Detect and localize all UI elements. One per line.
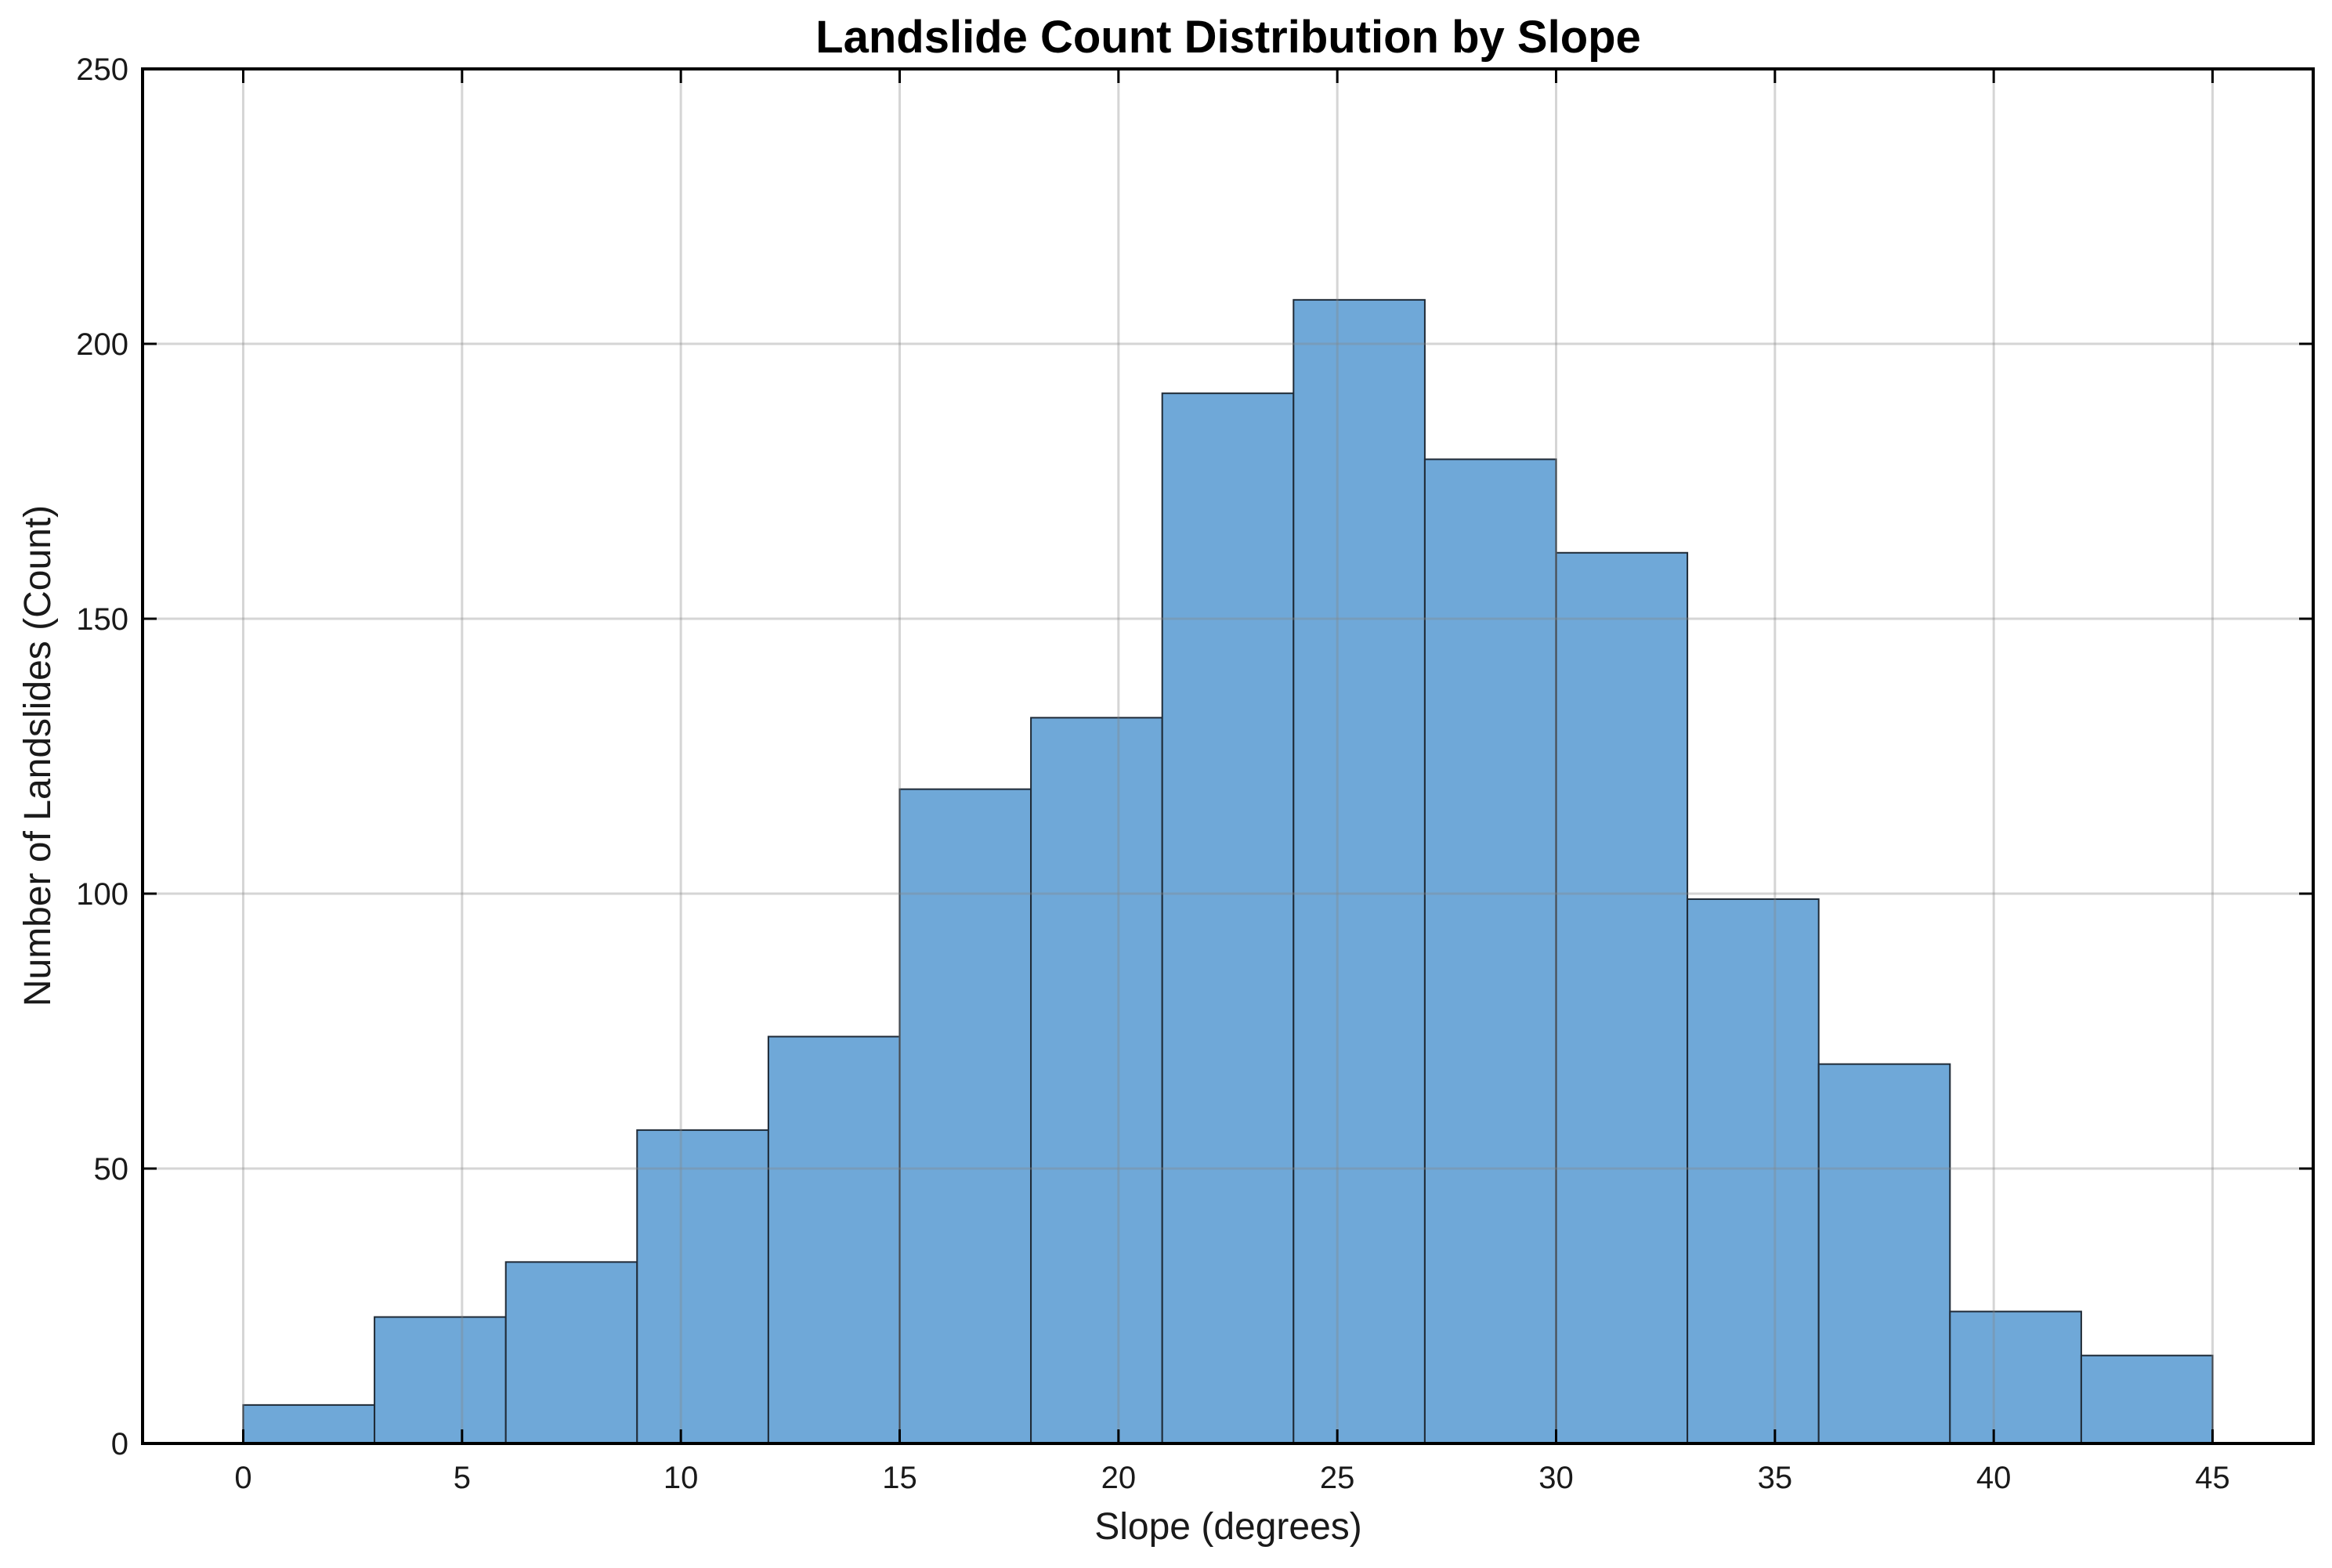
histogram-bar (1423, 458, 1557, 1444)
x-tick-label: 5 (454, 1461, 471, 1495)
x-tick-label: 30 (1538, 1461, 1574, 1495)
y-tick-label: 50 (94, 1152, 129, 1187)
x-tick-label: 45 (2195, 1461, 2230, 1495)
histogram-bar (242, 1404, 376, 1444)
histogram-bar (1817, 1063, 1951, 1444)
histogram-bars (242, 298, 2214, 1445)
x-tick-label: 20 (1101, 1461, 1137, 1495)
y-tick-label: 100 (76, 877, 128, 912)
histogram-bar (1030, 717, 1163, 1444)
histogram-bar (374, 1316, 507, 1445)
y-tick-label: 0 (111, 1427, 128, 1461)
x-tick-label: 10 (663, 1461, 699, 1495)
histogram-bar (504, 1261, 638, 1444)
histogram-bar (767, 1035, 901, 1444)
histogram-bar (636, 1129, 769, 1444)
x-axis-label: Slope (degrees) (1094, 1506, 1362, 1548)
histogram-bar (1293, 298, 1426, 1445)
histogram-bar (1949, 1310, 2082, 1445)
x-tick-label: 25 (1320, 1461, 1355, 1495)
x-tick-label: 35 (1758, 1461, 1793, 1495)
y-axis-label: Number of Landslides (Count) (17, 505, 59, 1006)
y-tick-label: 150 (76, 602, 128, 637)
x-tick-label: 40 (1976, 1461, 2012, 1495)
histogram-bar (1161, 392, 1295, 1444)
y-tick-label: 200 (76, 327, 128, 362)
y-tick-label: 250 (76, 52, 128, 87)
histogram-bar (1687, 898, 1820, 1444)
histogram-bar (2080, 1354, 2214, 1445)
histogram-bar (898, 788, 1032, 1444)
x-tick-label: 15 (882, 1461, 917, 1495)
chart-title: Landslide Count Distribution by Slope (815, 12, 1641, 63)
histogram-bar (1555, 551, 1689, 1444)
x-tick-label: 0 (234, 1461, 251, 1495)
plot-frame (141, 67, 2315, 1445)
tick-labels: 0 5 10 15 20 25 30 35 40 45 0 50 100 150 200 250 (76, 52, 2230, 1495)
